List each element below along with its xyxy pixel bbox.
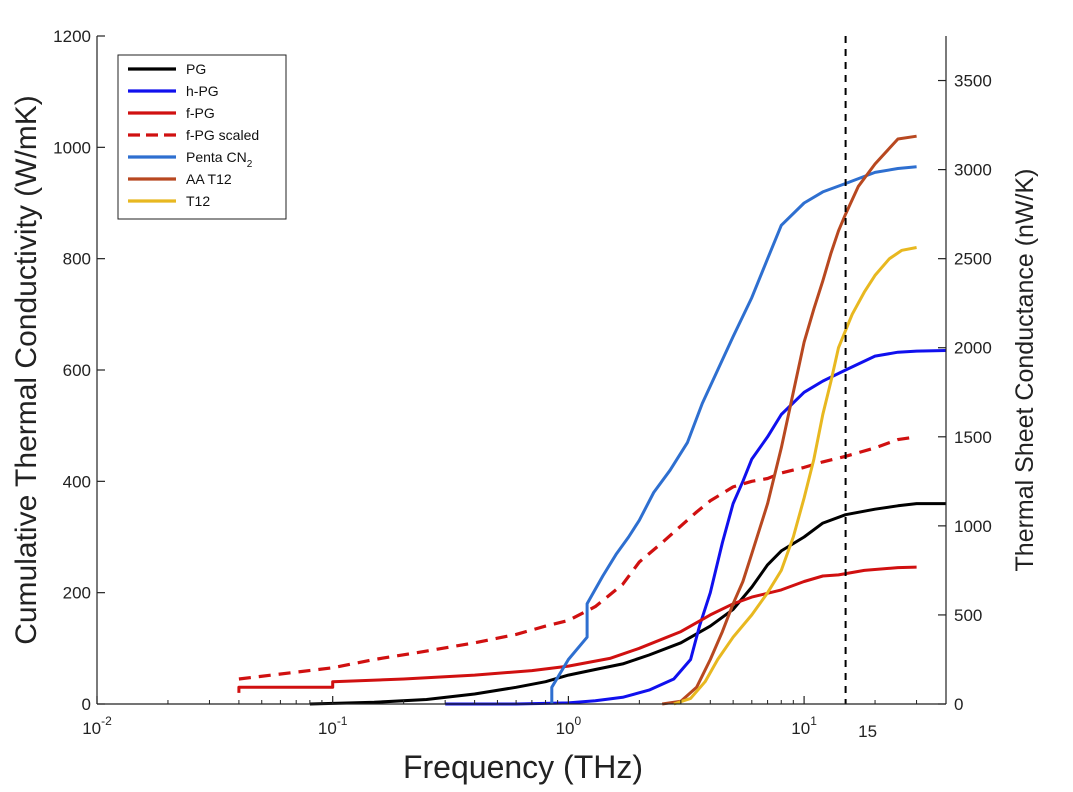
y-tick-label: 400 xyxy=(63,472,91,491)
y-tick-label: 600 xyxy=(63,361,91,380)
y2-tick-label: 2500 xyxy=(954,250,992,269)
y-tick-label: 1000 xyxy=(53,138,91,157)
x-tick-label: 101 xyxy=(791,714,817,738)
legend-label: Penta CN2 xyxy=(186,149,253,170)
legend-label: f-PG scaled xyxy=(186,127,259,143)
x-tick-label: 100 xyxy=(556,714,582,738)
legend-label: PG xyxy=(186,61,206,77)
y-tick-label: 0 xyxy=(82,695,91,714)
y2-tick-label: 3000 xyxy=(954,161,992,180)
x-tick-label: 10-2 xyxy=(82,714,112,738)
legend-box xyxy=(117,54,287,220)
y2-axis-title: Thermal Sheet Conductance (nW/K) xyxy=(1011,169,1039,572)
y-tick-label: 1200 xyxy=(53,27,91,46)
y2-tick-label: 1000 xyxy=(954,517,992,536)
series-line-penta-cn2 xyxy=(550,165,917,704)
legend-label: h-PG xyxy=(186,83,219,99)
y2-tick-label: 1500 xyxy=(954,428,992,447)
y2-tick-label: 2000 xyxy=(954,339,992,358)
series-line-f-pg-scaled xyxy=(238,435,917,681)
y-tick-label: 200 xyxy=(63,584,91,603)
x-tick-label: 10-1 xyxy=(318,714,348,738)
y2-tick-label: 3500 xyxy=(954,72,992,91)
x-extra-tick-label: 15 xyxy=(858,722,877,741)
series-line-aa-t12 xyxy=(661,134,917,706)
y-axis-title: Cumulative Thermal Conductivity (W/mK) xyxy=(10,95,43,645)
legend-label: AA T12 xyxy=(186,171,232,187)
y-tick-label: 800 xyxy=(63,250,91,269)
series-line-f-pg xyxy=(237,565,917,693)
legend-label: T12 xyxy=(186,193,210,209)
series-line-h-pg xyxy=(445,349,947,706)
y2-tick-label: 0 xyxy=(954,695,963,714)
series-line-t12 xyxy=(673,246,917,706)
y2-tick-label: 500 xyxy=(954,606,982,625)
series-line-pg xyxy=(309,502,946,706)
x-axis-title: Frequency (THz) xyxy=(403,749,643,785)
legend-label: f-PG xyxy=(186,105,215,121)
